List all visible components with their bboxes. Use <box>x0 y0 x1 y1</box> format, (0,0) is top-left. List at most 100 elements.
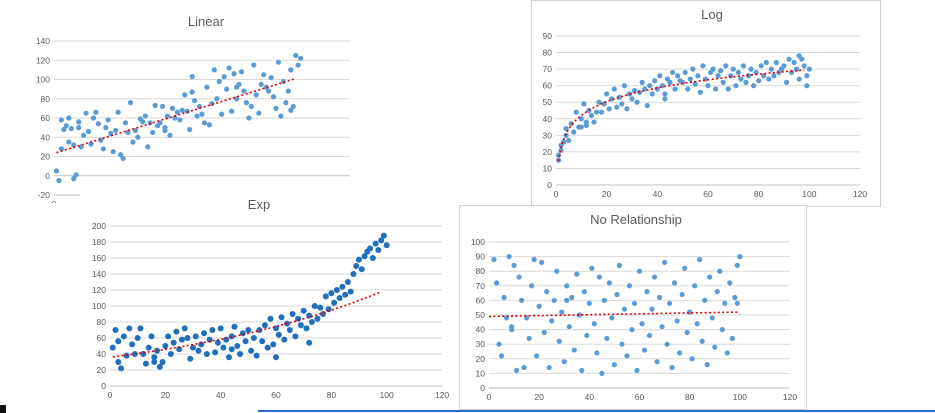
data-point <box>295 315 302 322</box>
data-point <box>661 259 668 266</box>
data-point <box>639 79 645 85</box>
data-point <box>589 265 595 271</box>
x-tick-label: 40 <box>585 392 595 402</box>
data-point <box>724 350 730 356</box>
data-point <box>306 339 313 346</box>
x-tick-label: 120 <box>853 189 867 199</box>
data-point <box>248 103 254 110</box>
data-point <box>493 280 500 286</box>
data-point <box>216 78 222 85</box>
data-point <box>551 297 557 303</box>
data-point <box>93 109 99 115</box>
data-point <box>616 262 623 268</box>
data-point <box>781 63 787 69</box>
data-point <box>206 122 212 128</box>
data-point <box>710 66 716 72</box>
y-tick-label: 80 <box>476 266 486 276</box>
data-point <box>105 117 111 123</box>
data-point <box>684 329 690 336</box>
data-point <box>619 341 625 347</box>
data-point <box>544 289 550 295</box>
x-tick-label: 60 <box>703 189 713 199</box>
data-point <box>322 293 329 300</box>
data-point <box>263 84 269 90</box>
data-point <box>126 325 133 332</box>
data-point <box>380 232 387 239</box>
chart-title: No Relationship <box>590 212 682 227</box>
data-point <box>378 237 385 244</box>
data-point <box>184 108 190 114</box>
data-point <box>568 121 574 127</box>
data-point <box>599 370 605 376</box>
data-point <box>740 63 747 69</box>
y-tick-label: 60 <box>476 295 486 305</box>
corner-marker <box>0 405 6 413</box>
linear-chart-marks <box>53 52 304 184</box>
y-tick-label: 80 <box>41 94 51 104</box>
data-point <box>657 73 663 79</box>
y-tick-label: 20 <box>476 354 486 364</box>
data-point <box>81 132 87 138</box>
log-chart-panel: Log 0 10 20 30 40 50 60 70 80 90 0 20 40 60 80 100 120 <box>531 0 881 207</box>
data-point <box>281 336 288 343</box>
data-point <box>203 351 210 357</box>
data-point <box>192 333 199 340</box>
data-point <box>71 176 77 182</box>
data-point <box>609 96 615 102</box>
data-point <box>654 359 660 365</box>
data-point <box>700 63 706 69</box>
data-point <box>369 255 376 261</box>
data-point <box>733 83 739 89</box>
x-tick-label: 0 <box>52 199 57 203</box>
data-point <box>375 247 382 253</box>
data-point <box>242 338 249 345</box>
data-point <box>634 99 640 105</box>
y-tick-label: 120 <box>92 285 106 295</box>
data-point <box>539 259 545 266</box>
data-point <box>264 344 271 351</box>
data-point <box>85 128 92 135</box>
data-point <box>90 115 97 121</box>
data-point <box>115 109 121 115</box>
data-point <box>100 146 106 152</box>
data-point <box>591 321 597 327</box>
data-point <box>267 315 274 322</box>
data-point <box>204 84 210 90</box>
data-point <box>768 66 774 72</box>
data-point <box>561 359 567 365</box>
data-point <box>328 290 335 297</box>
data-point <box>707 274 713 280</box>
data-point <box>285 88 291 94</box>
x-tick-label: 0 <box>108 390 113 400</box>
no-relationship-chart-marks <box>488 254 743 376</box>
data-point <box>231 323 238 330</box>
data-point <box>184 335 191 341</box>
data-point <box>559 309 565 315</box>
data-point <box>225 354 232 361</box>
data-point <box>753 69 759 76</box>
data-point <box>261 322 268 329</box>
data-point <box>120 155 126 162</box>
data-point <box>558 147 564 153</box>
data-point <box>669 69 676 76</box>
data-point <box>498 353 505 359</box>
data-point <box>636 268 643 274</box>
data-point <box>177 117 183 123</box>
data-point <box>358 266 365 273</box>
data-point <box>584 332 590 339</box>
data-point <box>501 294 507 301</box>
data-point <box>682 265 688 271</box>
data-point <box>68 125 74 132</box>
data-point <box>140 351 147 357</box>
data-point <box>350 271 357 277</box>
data-point <box>506 254 512 260</box>
data-point <box>662 91 668 97</box>
data-point <box>159 103 166 110</box>
data-point <box>672 280 678 286</box>
data-point <box>614 104 620 110</box>
data-point <box>209 327 216 333</box>
data-point <box>621 83 627 89</box>
data-point <box>339 283 346 290</box>
exp-chart-grid: 0 20 40 60 80 100 120 140 160 180 200 0 20 40 60 80 100 1… <box>92 221 450 400</box>
data-point <box>796 53 802 59</box>
